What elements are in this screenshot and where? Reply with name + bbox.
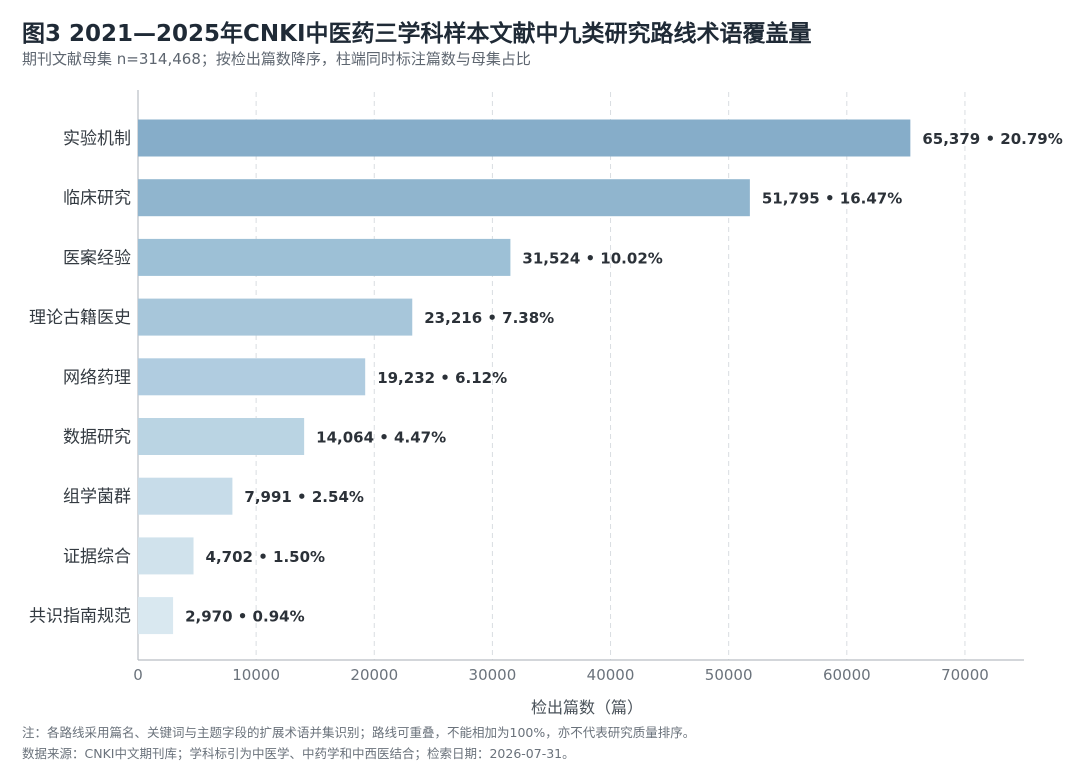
footnote-source: 数据来源：CNKI中文期刊库；学科标引为中医学、中药学和中西医结合；检索日期：2… bbox=[22, 746, 575, 761]
x-tick-label: 0 bbox=[133, 666, 143, 684]
bar-data-label: 19,232 • 6.12% bbox=[377, 369, 507, 387]
y-category-label: 共识指南规范 bbox=[29, 607, 131, 627]
bar bbox=[138, 597, 174, 635]
x-tick-label: 70000 bbox=[941, 666, 989, 684]
bar-data-label: 7,991 • 2.54% bbox=[244, 488, 364, 506]
bar-data-label: 51,795 • 16.47% bbox=[762, 190, 902, 208]
y-category-label: 组学菌群 bbox=[63, 487, 131, 507]
bar-data-label: 2,970 • 0.94% bbox=[185, 608, 305, 626]
y-category-label: 理论古籍医史 bbox=[29, 308, 131, 328]
y-category-label: 数据研究 bbox=[63, 428, 131, 448]
bar-data-label: 4,702 • 1.50% bbox=[206, 548, 326, 566]
bar-data-label: 23,216 • 7.38% bbox=[424, 309, 554, 327]
y-category-label: 临床研究 bbox=[63, 189, 131, 209]
y-category-label: 医案经验 bbox=[63, 248, 131, 268]
x-tick-label: 40000 bbox=[587, 666, 635, 684]
x-tick-label: 20000 bbox=[350, 666, 398, 684]
bar bbox=[138, 537, 194, 575]
bar-data-label: 31,524 • 10.02% bbox=[522, 249, 662, 267]
bar bbox=[138, 238, 511, 276]
x-tick-label: 10000 bbox=[232, 666, 280, 684]
bar bbox=[138, 358, 366, 396]
x-axis-title: 检出篇数（篇） bbox=[531, 698, 643, 717]
chart-subtitle: 期刊文献母集 n=314,468；按检出篇数降序，柱端同时标注篇数与母集占比 bbox=[22, 50, 531, 68]
bar bbox=[138, 418, 305, 455]
bar-data-label: 65,379 • 20.79% bbox=[922, 130, 1062, 148]
bar bbox=[138, 298, 413, 336]
bar bbox=[138, 179, 750, 217]
y-category-label: 证据综合 bbox=[63, 547, 131, 567]
bar bbox=[138, 477, 233, 515]
bar-data-label: 14,064 • 4.47% bbox=[316, 429, 446, 447]
y-category-label: 网络药理 bbox=[63, 368, 131, 388]
x-tick-label: 60000 bbox=[823, 666, 871, 684]
bar bbox=[138, 119, 911, 157]
chart-title: 图3 2021—2025年CNKI中医药三学科样本文献中九类研究路线术语覆盖量 bbox=[22, 21, 812, 47]
y-category-label: 实验机制 bbox=[63, 129, 131, 149]
x-tick-label: 50000 bbox=[705, 666, 753, 684]
x-tick-label: 30000 bbox=[469, 666, 517, 684]
footnote-note: 注：各路线采用篇名、关键词与主题字段的扩展术语并集识别；路线可重叠，不能相加为1… bbox=[22, 725, 696, 740]
